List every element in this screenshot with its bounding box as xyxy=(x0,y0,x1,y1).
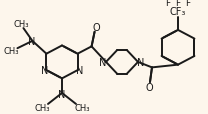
Text: F: F xyxy=(175,0,181,8)
Text: N: N xyxy=(58,89,66,99)
Text: CH₃: CH₃ xyxy=(74,103,90,112)
Text: CH₃: CH₃ xyxy=(34,103,50,112)
Text: O: O xyxy=(93,23,100,33)
Text: F: F xyxy=(165,0,171,8)
Text: CH₃: CH₃ xyxy=(4,47,19,56)
Text: N: N xyxy=(28,37,35,47)
Text: O: O xyxy=(145,83,153,93)
Text: CF₃: CF₃ xyxy=(170,7,186,17)
Text: F: F xyxy=(186,0,191,8)
Text: N: N xyxy=(137,57,145,67)
Text: N: N xyxy=(41,66,48,75)
Text: N: N xyxy=(99,57,107,67)
Text: N: N xyxy=(76,66,83,75)
Text: CH₃: CH₃ xyxy=(14,20,29,29)
